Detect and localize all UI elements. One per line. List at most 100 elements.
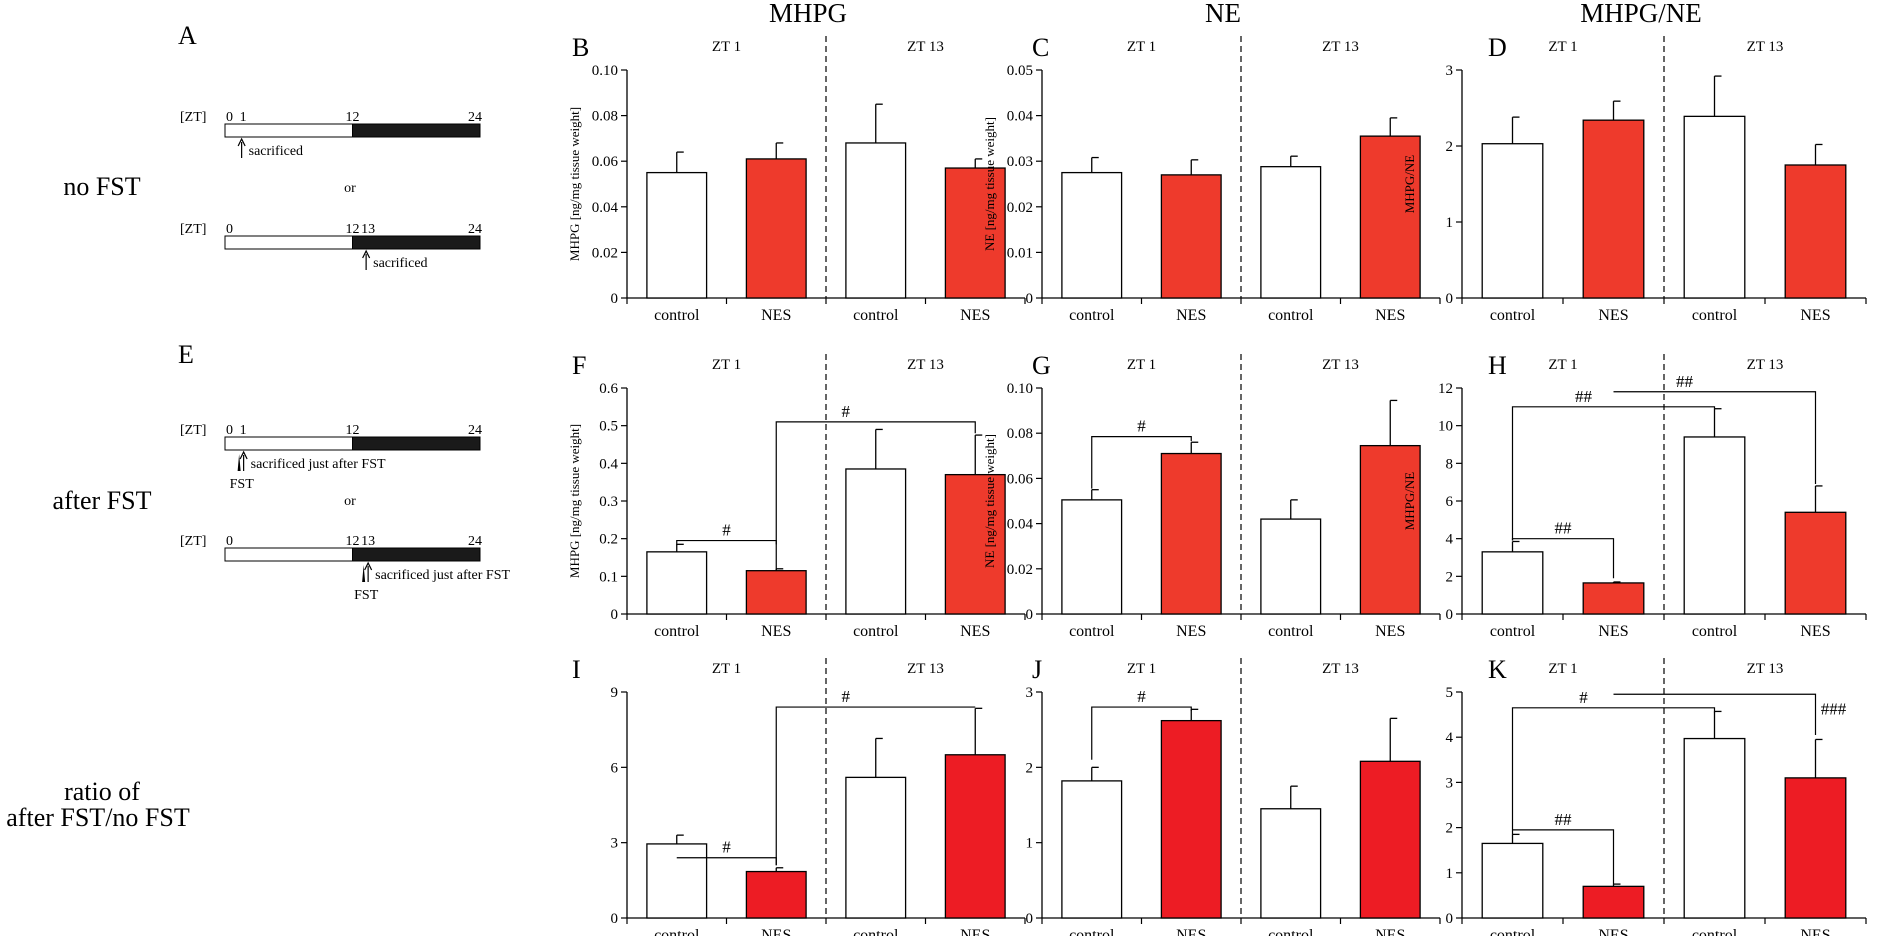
row-label-ratio-line2: after FST/no FST	[6, 803, 190, 832]
y-tick-label-g-1: 0.02	[1007, 562, 1033, 578]
chart-panel-b: B 0 0.02 0.04 0.06 0.08 0.10 MHPG [ng/mg tissue…	[567, 33, 1026, 324]
bar-j-1	[1160, 719, 1222, 919]
bar-b-0	[646, 171, 708, 299]
chart-panel-j: J 0 1 2 3 ZT 1 ZT 13 control NES control NES #	[1026, 655, 1441, 936]
significance-label-i-0: #	[722, 838, 731, 857]
bar-i-2	[845, 776, 907, 919]
y-axis-label-d: MHPG/NE	[1402, 155, 1417, 214]
category-label-d-2: control	[1692, 307, 1738, 324]
y-tick-label-i-3: 9	[611, 685, 619, 701]
group-label-d-0: ZT 1	[1548, 39, 1577, 55]
panel-letter-a: A	[178, 21, 197, 50]
y-tick-label-i-1: 3	[611, 836, 619, 852]
group-label-f-1: ZT 13	[907, 357, 944, 373]
panel-letter-i: I	[572, 655, 581, 684]
significance-label-k-1: #	[1579, 688, 1588, 707]
category-label-f-0: control	[654, 623, 700, 640]
category-label-f-1: NES	[761, 623, 791, 640]
timeline-e-0-sacrifice-arrow-head	[239, 450, 248, 460]
y-tick-label-f-5: 0.5	[599, 419, 618, 435]
y-tick-label-c-4: 0.04	[1007, 109, 1034, 125]
category-label-c-0: control	[1069, 307, 1115, 324]
bar-c-3	[1359, 135, 1421, 299]
panel-letter-h: H	[1488, 351, 1507, 380]
significance-label-j-0: #	[1137, 687, 1146, 706]
y-axis-label-b: MHPG [ng/mg tissue weight]	[567, 107, 582, 261]
y-tick-label-c-2: 0.02	[1007, 200, 1033, 216]
bar-c-2	[1260, 166, 1322, 299]
significance-label-f-0: #	[722, 521, 731, 540]
y-tick-label-g-4: 0.08	[1007, 426, 1033, 442]
bar-k-3	[1784, 777, 1847, 919]
category-label-b-3: NES	[960, 307, 990, 324]
panel-letter-c: C	[1032, 33, 1049, 62]
group-label-f-0: ZT 1	[712, 357, 741, 373]
category-label-k-3: NES	[1800, 927, 1830, 936]
y-tick-label-k-5: 5	[1446, 685, 1454, 701]
chart-panel-i: I 0 3 6 9 ZT 1 ZT 13 control NES control NES # #	[572, 655, 1026, 936]
bar-b-2	[845, 142, 907, 299]
chart-panel-d: D 0 1 2 3 MHPG/NE ZT 1 ZT 13 control NES control NE…	[1402, 33, 1867, 324]
y-tick-label-d-1: 1	[1446, 215, 1454, 231]
y-tick-label-c-5: 0.05	[1007, 63, 1033, 79]
timeline-a-0-tick-0: 0	[226, 110, 233, 125]
bar-j-0	[1061, 780, 1123, 919]
bar-g-1	[1160, 452, 1222, 615]
bar-d-1	[1582, 119, 1645, 299]
significance-bracket-k-0	[1512, 829, 1615, 885]
bar-h-1	[1582, 582, 1645, 615]
significance-bracket-k-1	[1511, 707, 1716, 835]
chart-panel-g: G 0 0.02 0.04 0.06 0.08 0.10 NE [ng/mg tissue w…	[982, 351, 1441, 640]
timeline-a-0-tick-24: 24	[468, 110, 482, 125]
category-label-d-3: NES	[1800, 307, 1830, 324]
panel-letter-f: F	[572, 351, 586, 380]
timeline-a-0-zt-label: [ZT]	[180, 110, 206, 125]
group-label-g-0: ZT 1	[1127, 357, 1156, 373]
category-label-c-1: NES	[1176, 307, 1206, 324]
significance-bracket-k-2	[1613, 693, 1817, 735]
category-label-f-2: control	[853, 623, 899, 640]
bar-k-0	[1481, 842, 1544, 919]
timeline-a-1-light-phase	[224, 235, 353, 250]
row-label-after-fst: after FST	[53, 486, 152, 515]
bar-g-2	[1260, 518, 1322, 615]
significance-label-k-0: ##	[1555, 810, 1573, 829]
significance-bracket-f-0	[676, 539, 777, 546]
category-label-h-0: control	[1490, 623, 1536, 640]
y-tick-label-f-0: 0	[611, 607, 619, 623]
timeline-a-0-tick-12: 12	[346, 110, 360, 125]
category-label-g-1: NES	[1176, 623, 1206, 640]
y-tick-label-b-2: 0.04	[592, 200, 619, 216]
panel-letter-b: B	[572, 33, 589, 62]
y-tick-label-b-3: 0.06	[592, 154, 619, 170]
y-tick-label-d-3: 3	[1446, 63, 1454, 79]
timeline-a-1-dark-phase	[352, 235, 481, 250]
chart-panel-h: H 0 2 4 6 8 10 12 MHPG/NE ZT 1 ZT 13 control NES cont…	[1402, 351, 1867, 640]
timeline-e-0-or-label: or	[344, 494, 356, 509]
timeline-e-0-fst-marker	[237, 454, 241, 471]
bar-j-2	[1260, 808, 1322, 919]
y-tick-label-c-1: 0.01	[1007, 245, 1033, 261]
category-label-j-3: NES	[1375, 927, 1405, 936]
y-tick-label-f-4: 0.4	[599, 456, 618, 472]
y-tick-label-k-1: 1	[1446, 866, 1454, 882]
significance-bracket-j-0	[1091, 706, 1192, 760]
timeline-a-1-sacrifice-arrow-head	[362, 249, 371, 259]
y-axis-label-f: MHPG [ng/mg tissue weight]	[567, 424, 582, 578]
y-tick-label-i-0: 0	[611, 911, 619, 927]
column-title-mhpg-ne: MHPG/NE	[1580, 0, 1702, 28]
timeline-e-1-dark-phase	[352, 547, 481, 562]
significance-label-g-0: #	[1137, 417, 1146, 436]
y-tick-label-h-0: 0	[1446, 607, 1454, 623]
bar-i-1	[745, 870, 807, 919]
bar-c-0	[1061, 171, 1123, 299]
timeline-e-0-dark-phase	[352, 436, 481, 451]
timeline-a-1-sacrificed-label: sacrificed	[373, 256, 427, 271]
column-title-ne: NE	[1205, 0, 1241, 28]
y-tick-label-d-2: 2	[1446, 139, 1454, 155]
group-label-k-0: ZT 1	[1548, 661, 1577, 677]
y-tick-label-b-0: 0	[611, 291, 619, 307]
